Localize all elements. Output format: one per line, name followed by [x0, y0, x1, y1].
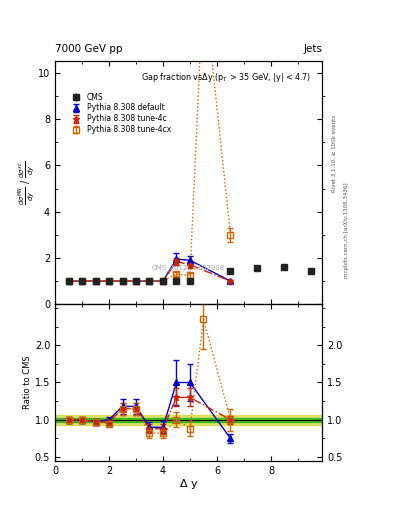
X-axis label: $\Delta$ y: $\Delta$ y — [179, 477, 198, 491]
Text: Gap fraction vs$\Delta$y (p$_T$ > 35 GeV, |y| < 4.7): Gap fraction vs$\Delta$y (p$_T$ > 35 GeV… — [141, 71, 311, 84]
Text: Jets: Jets — [303, 44, 322, 54]
Text: 7000 GeV pp: 7000 GeV pp — [55, 44, 123, 54]
Bar — [55, 418, 322, 422]
Text: mcplots.cern.ch [arXiv:1306.3436]: mcplots.cern.ch [arXiv:1306.3436] — [344, 183, 349, 278]
Text: CMS_2012_I1102908: CMS_2012_I1102908 — [152, 264, 225, 271]
Legend: CMS, Pythia 8.308 default, Pythia 8.308 tune-4c, Pythia 8.308 tune-4cx: CMS, Pythia 8.308 default, Pythia 8.308 … — [64, 90, 174, 137]
Y-axis label: Ratio to CMS: Ratio to CMS — [23, 356, 32, 409]
Y-axis label: $\frac{d\sigma^{MN}}{dy}$ / $\frac{d\sigma^{xc}}{dy}$: $\frac{d\sigma^{MN}}{dy}$ / $\frac{d\sig… — [16, 161, 37, 205]
Bar — [55, 415, 322, 425]
Text: Rivet 3.1.10, ≥ 100k events: Rivet 3.1.10, ≥ 100k events — [332, 115, 337, 192]
